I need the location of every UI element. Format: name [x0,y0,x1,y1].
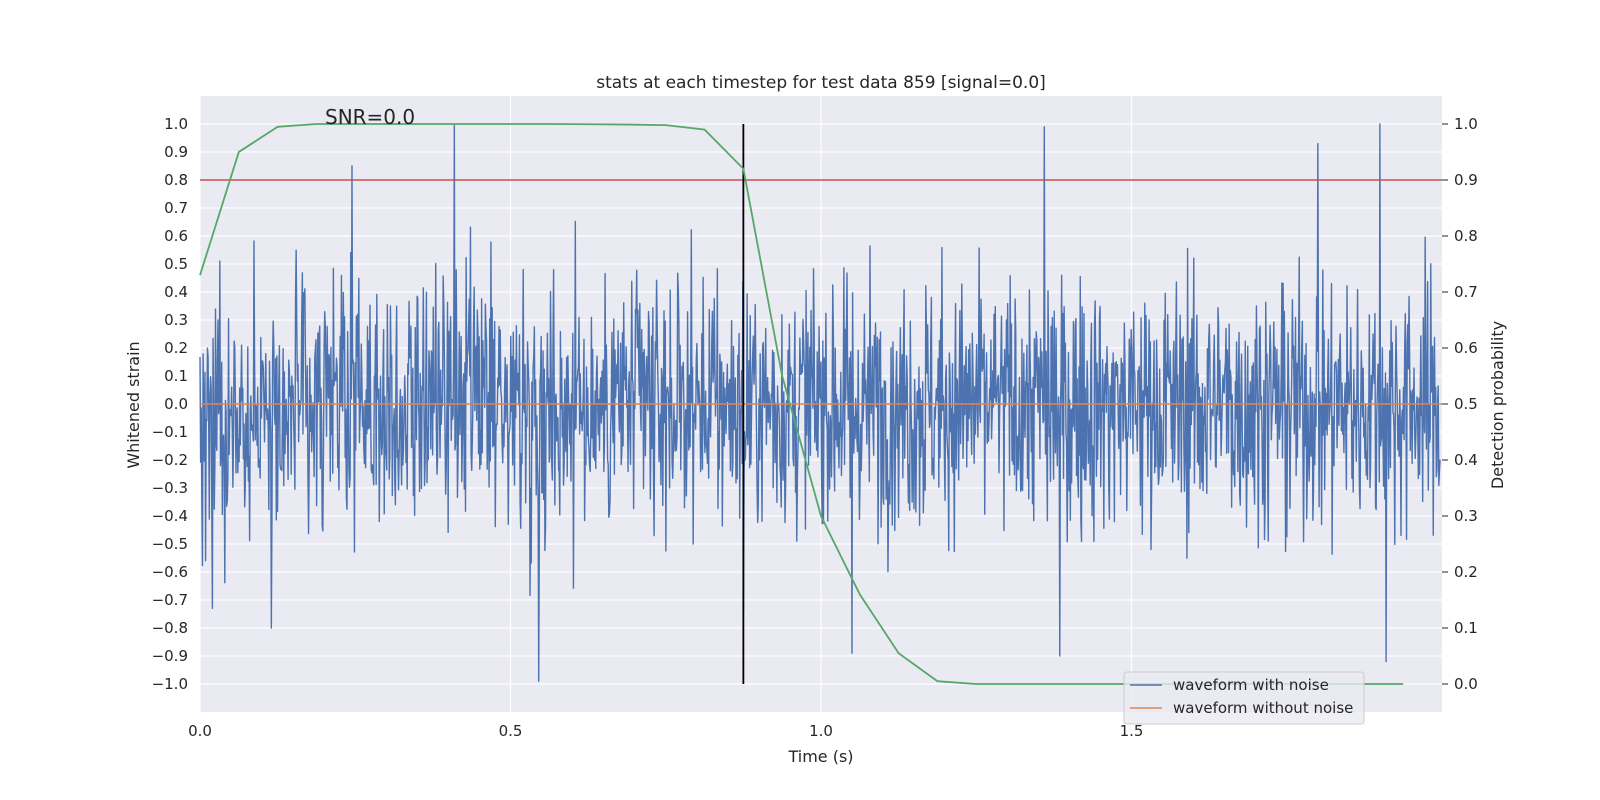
x-tick-label: 1.5 [1120,722,1144,740]
tick-labels: −1.0 −0.9 −0.8 −0.7 −0.6 −0.5 −0.4 −0.3 −0.2 −0.1… [152,115,1478,740]
y-tick-label: −0.6 [152,563,188,581]
y-tick-label: 0.1 [164,367,188,385]
y-tick-label: 0.3 [164,311,188,329]
y-tick-label: −1.0 [152,675,188,693]
legend-box [1123,671,1365,725]
y-tick-label: 0.6 [164,227,188,245]
y-tick-label: −0.2 [152,451,188,469]
y-tick-label: −0.8 [152,619,188,637]
y-tick-label: −0.7 [152,591,188,609]
y2-tick-label: 0.4 [1454,451,1478,469]
legend-label-waveform-with-noise: waveform with noise [1173,676,1329,694]
legend: waveform with noise waveform without noi… [1123,671,1365,725]
y2-tick-label: 0.5 [1454,395,1478,413]
y-tick-label: 0.5 [164,255,188,273]
y-tick-label: −0.5 [152,535,188,553]
chart-title: stats at each timestep for test data 859… [596,73,1046,93]
y2-tick-label: 1.0 [1454,115,1478,133]
y2-tick-label: 0.7 [1454,283,1478,301]
y-tick-label: 0.9 [164,143,188,161]
snr-annotation: SNR=0.0 [325,105,415,129]
y-tick-label: −0.9 [152,647,188,665]
y2-tick-label: 0.0 [1454,675,1478,693]
y2-tick-label: 0.3 [1454,507,1478,525]
y2-tick-label: 0.2 [1454,563,1478,581]
y-tick-label: 0.0 [164,395,188,413]
series-waveform-with-noise [199,123,1441,682]
waveform-with-noise-line [199,123,1441,682]
legend-label-waveform-without-noise: waveform without noise [1173,699,1353,717]
y-tick-label: 1.0 [164,115,188,133]
x-tick-label: 1.0 [809,722,833,740]
y-tick-label: −0.3 [152,479,188,497]
y-tick-label: 0.4 [164,283,188,301]
y2-tick-label: 0.6 [1454,339,1478,357]
y-tick-label: −0.1 [152,423,188,441]
y-tick-label: 0.7 [164,199,188,217]
x-tick-label: 0.5 [499,722,523,740]
y-tick-label: −0.4 [152,507,188,525]
y2-tick-label: 0.9 [1454,171,1478,189]
x-axis-label: Time (s) [787,747,853,766]
y2-axis-label: Detection probability [1488,321,1507,489]
x-tick-label: 0.0 [188,722,212,740]
y-axis-label: Whitened strain [124,341,143,468]
y2-tick-label: 0.8 [1454,227,1478,245]
y2-tick-label: 0.1 [1454,619,1478,637]
y-tick-label: 0.2 [164,339,188,357]
y-tick-label: 0.8 [164,171,188,189]
